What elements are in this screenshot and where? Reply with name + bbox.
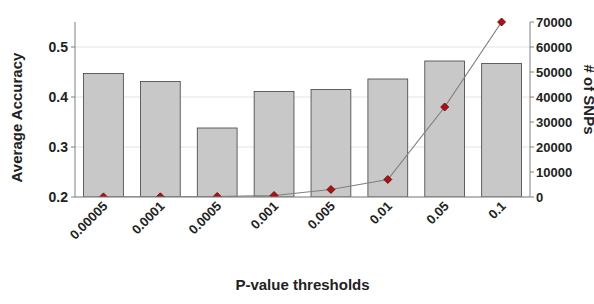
y2-axis-title: # of SNPs	[581, 64, 594, 134]
y2-tick-label: 10000	[536, 165, 572, 180]
y2-tick-label: 30000	[536, 115, 572, 130]
y2-tick-label: 20000	[536, 140, 572, 155]
y2-tick	[530, 122, 534, 123]
plot-area	[84, 18, 522, 197]
bar	[425, 61, 465, 197]
x-axis-title: P-value thresholds	[235, 276, 369, 293]
bar	[140, 82, 180, 198]
bar	[482, 64, 522, 198]
x-tick-label: 0.1	[485, 199, 508, 222]
y-tick-label: 0.5	[49, 39, 69, 55]
x-tick-label: 0.05	[423, 199, 452, 228]
marker	[99, 193, 107, 197]
y2-tick-label: 60000	[536, 40, 572, 55]
y-axis-title: Average Accuracy	[8, 52, 25, 182]
marker	[213, 193, 221, 198]
marker	[327, 186, 335, 194]
marker	[441, 103, 449, 111]
bar	[84, 74, 124, 198]
y-tick	[71, 147, 75, 148]
x-tick-label: 0.0005	[186, 199, 225, 238]
x-tick-label: 0.0001	[129, 199, 168, 238]
y2-tick	[530, 197, 534, 198]
bar	[368, 79, 408, 197]
marker	[498, 18, 506, 26]
bar	[197, 128, 237, 197]
grid-line	[75, 47, 530, 48]
grid-line	[75, 197, 530, 198]
marker	[384, 176, 392, 184]
y-tick	[71, 97, 75, 98]
y2-tick	[530, 97, 534, 98]
y2-tick	[530, 22, 534, 23]
y-tick	[71, 197, 75, 198]
y-axis-line	[75, 22, 76, 197]
chart: 0.2 0.3 0.4 0.5 0 10000 20000 30000 40000 50000 60…	[0, 0, 594, 304]
x-tick-label: 0.001	[248, 199, 282, 233]
y2-tick	[530, 172, 534, 173]
x-axis-line	[75, 197, 530, 198]
x-tick-label: 0.01	[366, 199, 395, 228]
y-tick	[71, 47, 75, 48]
y2-axis-line	[530, 22, 531, 197]
x-tick-label: 0.005	[304, 199, 338, 233]
marker	[270, 192, 278, 198]
x-tick-label: 0.00005	[67, 199, 111, 243]
bar	[254, 92, 294, 198]
marker	[156, 193, 164, 197]
y-tick-label: 0.3	[49, 139, 69, 155]
y2-tick	[530, 147, 534, 148]
y2-tick-label: 70000	[536, 15, 572, 30]
y2-tick	[530, 72, 534, 73]
y-tick-label: 0.2	[49, 189, 69, 205]
line	[103, 22, 501, 197]
y2-tick-label: 50000	[536, 65, 572, 80]
y2-tick-label: 0	[536, 190, 543, 205]
bar	[311, 90, 351, 198]
y2-tick	[530, 47, 534, 48]
y2-tick-label: 40000	[536, 90, 572, 105]
y-tick-label: 0.4	[49, 89, 69, 105]
